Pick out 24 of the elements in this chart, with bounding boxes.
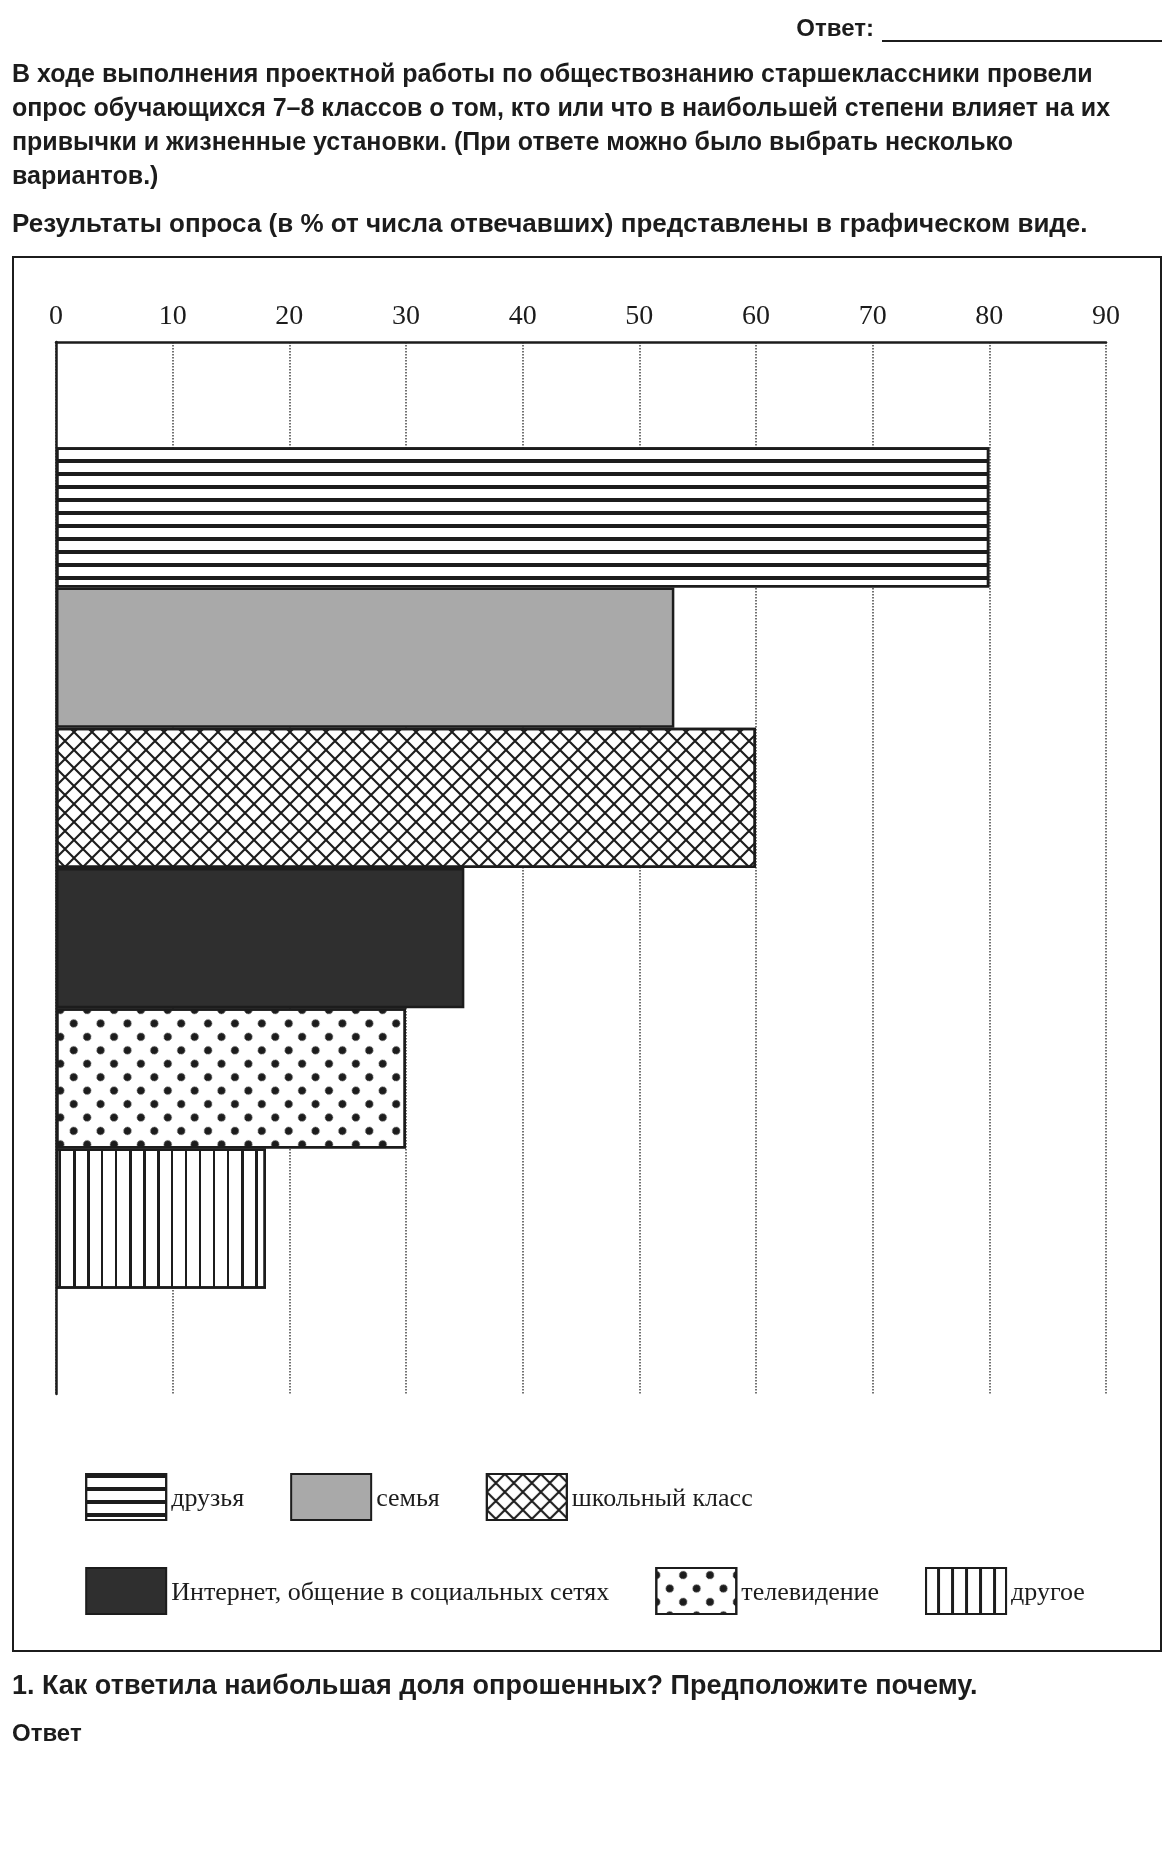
chart-subtitle: Результаты опроса (в % от числа отвечавших) представлены в графическом виде.: [12, 207, 1089, 240]
text: Ответ:: [796, 14, 874, 42]
x-tick-label: 60: [742, 298, 770, 330]
x-tick-label: 80: [975, 298, 1004, 330]
text: Ответ: [12, 1719, 83, 1747]
legend-label: семья: [376, 1482, 440, 1512]
x-tick-label: 10: [158, 298, 187, 330]
x-tick-label: 20: [275, 298, 304, 330]
x-tick-label: 40: [508, 298, 537, 330]
bar: [56, 868, 465, 1009]
legend-label: телевидение: [741, 1576, 880, 1606]
x-tick-label: 0: [49, 298, 63, 330]
x-tick-label: 70: [858, 298, 887, 330]
x-tick-label: 90: [1092, 298, 1120, 330]
frame-outline: 0 10 20 30 40 50 60 70 80 90 друзья семья школьный класс Интернет, общение в социальных сетях телевидение другое: [12, 256, 1162, 1652]
x-tick-label: 30: [392, 298, 420, 330]
legend-label: школьный класс: [571, 1482, 753, 1512]
text: 1. Как ответила наибольшая доля опрошенных? Предположите почему.: [12, 1670, 979, 1701]
chart-title: В ходе выполнения проектной работы по обществознанию старшеклассники провели опрос обучающихся 7–8 классов о том, кто или что в наибольшей степени влияет на их привычки и жизненные установки. (При ответе можно было выбрать несколько вариантов.): [12, 58, 1112, 191]
x-tick-label: 50: [625, 298, 654, 330]
bar: [56, 587, 675, 728]
legend-label: Интернет, общение в социальных сетях: [171, 1576, 610, 1606]
legend-label: друзья: [171, 1482, 245, 1512]
legend-label: другое: [1011, 1576, 1085, 1606]
